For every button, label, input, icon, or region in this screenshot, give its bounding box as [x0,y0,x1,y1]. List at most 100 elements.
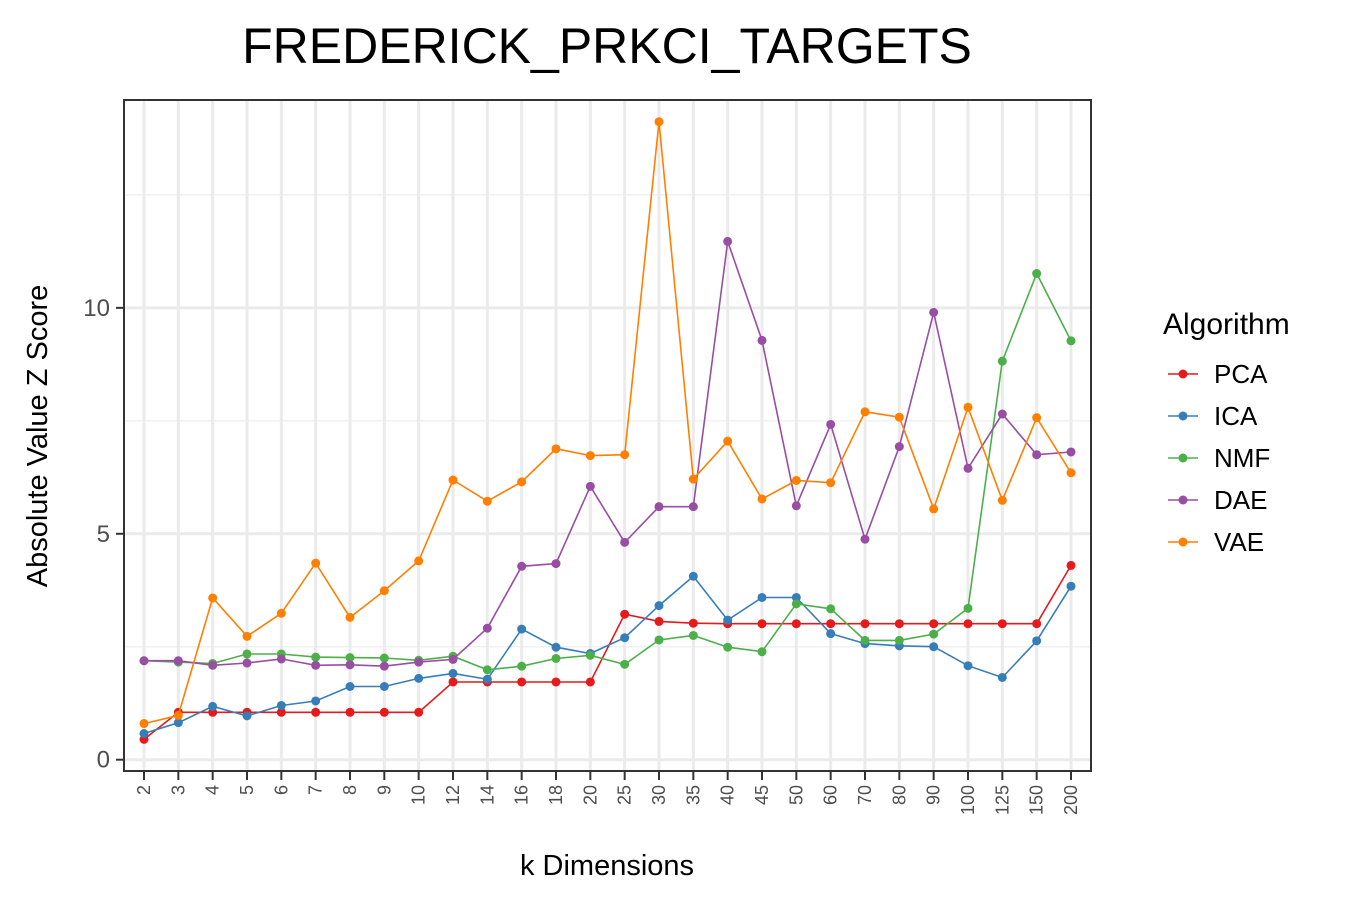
data-point-ica [311,696,321,706]
data-point-vae [654,117,664,127]
y-tick-label: 10 [83,295,110,322]
x-tick-label: 5 [237,785,257,795]
data-point-ica [414,673,424,683]
data-point-dae [208,660,218,670]
data-point-ica [379,682,389,692]
data-point-dae [929,307,939,317]
data-point-vae [311,558,321,568]
data-point-nmf [723,642,733,652]
x-tick-label: 30 [649,785,669,805]
x-tick-label: 125 [992,785,1012,815]
x-tick-label: 6 [271,785,291,795]
data-point-dae [620,537,630,547]
data-point-dae [242,658,252,668]
data-point-nmf [379,653,389,663]
x-tick-label: 80 [889,785,909,805]
legend-label: VAE [1214,527,1264,557]
legend-label: PCA [1214,359,1268,389]
data-point-pca [379,707,389,717]
data-point-vae [757,494,767,504]
data-point-dae [517,561,527,571]
data-point-nmf [1032,269,1042,279]
legend-key-point [1178,495,1188,505]
data-point-nmf [860,635,870,645]
x-tick-label: 50 [786,785,806,805]
data-point-ica [482,674,492,684]
x-tick-label: 90 [924,785,944,805]
data-point-nmf [620,659,630,669]
data-point-vae [620,450,630,460]
data-point-vae [173,710,183,720]
data-point-dae [826,419,836,429]
x-tick-label: 3 [168,785,188,795]
legend-label: ICA [1214,401,1258,431]
y-tick-label: 0 [97,747,110,774]
data-point-nmf [929,629,939,639]
data-point-nmf [482,665,492,675]
data-point-vae [379,586,389,596]
x-tick-label: 18 [546,785,566,805]
data-point-pca [1066,560,1076,570]
data-point-vae [414,556,424,566]
series-line-vae [143,121,1072,725]
data-point-ica [242,711,252,721]
x-tick-label: 2 [134,785,154,795]
data-point-dae [311,660,321,670]
legend-key-point [1178,537,1188,547]
series-line-ica [143,575,1072,735]
data-point-dae [791,501,801,511]
data-point-nmf [757,647,767,657]
data-point-ica [997,672,1007,682]
data-point-ica [757,592,767,602]
data-point-pca [551,677,561,687]
data-point-dae [173,656,183,666]
data-point-pca [826,619,836,629]
legend-key-point [1178,453,1188,463]
legend-title: Algorithm [1163,308,1290,341]
series-dae [139,236,1076,671]
data-point-dae [894,442,904,452]
data-point-dae [448,654,458,664]
data-point-pca [448,677,458,687]
x-tick-label: 8 [340,785,360,795]
data-point-pca [654,616,664,626]
legend-item-ica: ICA [1168,401,1258,431]
series-layer [139,117,1076,744]
data-point-vae [860,407,870,417]
data-point-pca [414,707,424,717]
data-point-ica [791,592,801,602]
data-point-ica [173,718,183,728]
data-point-pca [894,619,904,629]
data-point-vae [517,477,527,487]
data-point-ica [1066,581,1076,591]
data-point-vae [551,444,561,454]
data-point-pca [757,619,767,629]
legend-key-point [1178,369,1188,379]
data-point-nmf [551,653,561,663]
series-line-nmf [143,271,1072,671]
data-point-dae [379,661,389,671]
data-point-vae [963,402,973,412]
data-point-dae [757,335,767,345]
data-point-dae [585,481,595,491]
data-point-ica [688,571,698,581]
x-tick-label: 60 [821,785,841,805]
data-point-pca [688,618,698,628]
data-point-nmf [585,650,595,660]
legend-item-vae: VAE [1168,527,1264,557]
chart-title: FREDERICK_PRKCI_TARGETS [242,18,972,74]
data-point-dae [414,657,424,667]
data-point-vae [1032,413,1042,423]
x-tick-label: 150 [1027,785,1047,815]
y-axis-title: Absolute Value Z Score [22,285,54,588]
data-point-dae [997,409,1007,419]
plot-panel-border [123,99,1092,772]
x-tick-label: 7 [306,785,326,795]
data-point-vae [791,475,801,485]
x-tick-label: 10 [409,785,429,805]
x-tick-label: 25 [615,785,635,805]
legend-item-pca: PCA [1168,359,1268,389]
data-point-nmf [311,652,321,662]
x-tick-label: 100 [958,785,978,815]
x-tick-label: 45 [752,785,772,805]
